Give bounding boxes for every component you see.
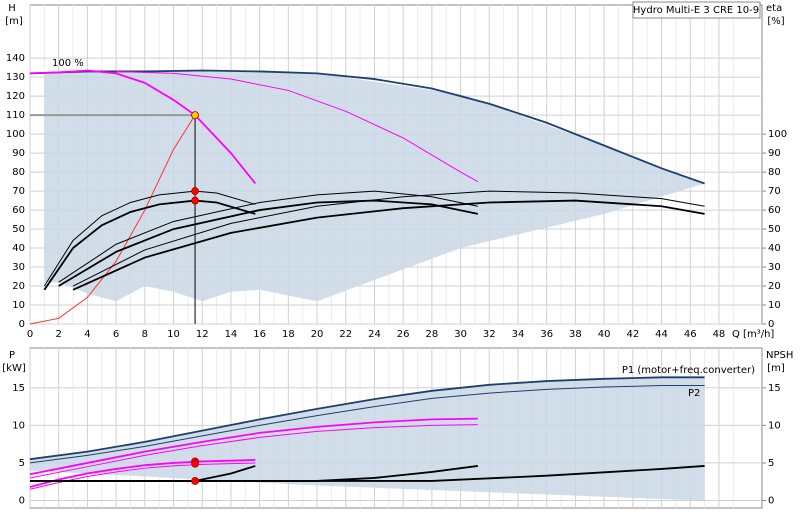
operating-region	[30, 377, 705, 501]
x-tick-label: 2	[56, 329, 62, 340]
y2-tick-label: 90	[768, 148, 781, 159]
x-tick-label: 18	[282, 329, 295, 340]
y2-tick-label: 50	[768, 224, 781, 235]
y-tick-label: 130	[6, 72, 25, 83]
x-tick-label: 16	[253, 329, 266, 340]
x-tick-label: 0	[27, 329, 33, 340]
y-tick-label: 30	[12, 262, 25, 273]
y-tick-label: 0	[19, 319, 25, 330]
curve	[29, 424, 478, 479]
x-tick-label: 42	[626, 329, 639, 340]
operating-point	[191, 459, 199, 468]
y-tick-label: 40	[12, 243, 25, 254]
y2-axis-label: eta	[766, 3, 782, 14]
x-axis-label: Q [m³/h]	[732, 329, 774, 340]
y-tick-label: 140	[6, 53, 25, 64]
x-tick-label: 12	[196, 329, 209, 340]
x-tick-label: 48	[713, 329, 726, 340]
curve	[29, 114, 196, 325]
y2-axis-label: NPSH	[766, 350, 793, 361]
curve	[29, 69, 705, 185]
x-tick-label: 8	[142, 329, 148, 340]
y-axis-unit: [kW]	[2, 363, 26, 374]
curve	[72, 199, 705, 291]
y2-tick-label: 5	[768, 458, 774, 469]
y2-tick-label: 10	[768, 300, 781, 311]
x-tick-label: 24	[368, 329, 381, 340]
curve	[72, 190, 705, 287]
curve	[29, 459, 256, 488]
x-tick-label: 28	[426, 329, 439, 340]
x-tick-label: 4	[84, 329, 90, 340]
y2-axis-unit: [%]	[767, 16, 784, 27]
y-axis-label: H	[8, 3, 16, 14]
chart-title: Hydro Multi-E 3 CRE 10-9	[633, 5, 759, 16]
curve	[30, 465, 705, 482]
y-axis-unit: [m]	[5, 16, 23, 27]
y-axis-label: P	[9, 350, 15, 361]
x-tick-label: 34	[512, 329, 525, 340]
x-tick-label: 40	[598, 329, 611, 340]
y2-tick-label: 100	[768, 129, 787, 140]
curve	[29, 69, 257, 185]
curve	[43, 199, 256, 291]
curve	[29, 376, 705, 461]
operating-region	[44, 70, 705, 302]
y2-tick-label: 30	[768, 262, 781, 273]
operating-point	[191, 477, 199, 485]
y2-axis-unit: [m]	[767, 363, 785, 374]
x-tick-label: 44	[655, 329, 668, 340]
y-tick-label: 60	[12, 205, 25, 216]
x-tick-label: 46	[684, 329, 697, 340]
y-tick-label: 120	[6, 91, 25, 102]
curve	[116, 70, 479, 183]
x-tick-label: 30	[454, 329, 467, 340]
y-tick-label: 20	[12, 281, 25, 292]
annotation: P2	[688, 388, 700, 399]
curve	[43, 190, 256, 287]
y-tick-label: 5	[19, 458, 25, 469]
y-tick-label: 110	[6, 110, 25, 121]
y2-tick-label: 10	[768, 420, 781, 431]
y-tick-label: 70	[12, 186, 25, 197]
y2-tick-label: 80	[768, 167, 781, 178]
y2-tick-label: 70	[768, 186, 781, 197]
x-tick-label: 10	[167, 329, 180, 340]
y2-tick-label: 20	[768, 281, 781, 292]
y-tick-label: 10	[12, 420, 25, 431]
operating-point	[191, 111, 199, 120]
y2-tick-label: 40	[768, 243, 781, 254]
y2-tick-label: 15	[768, 383, 781, 394]
y-tick-label: 50	[12, 224, 25, 235]
x-tick-label: 26	[397, 329, 410, 340]
y-tick-label: 80	[12, 167, 25, 178]
operating-point	[191, 196, 199, 205]
x-tick-label: 6	[113, 329, 119, 340]
curve	[58, 199, 478, 287]
operating-point	[191, 187, 199, 195]
y2-tick-label: 0	[768, 319, 774, 330]
y2-tick-label: 0	[768, 495, 774, 506]
x-tick-label: 14	[225, 329, 238, 340]
y-tick-label: 10	[12, 300, 25, 311]
x-tick-label: 32	[483, 329, 496, 340]
curve	[29, 417, 478, 476]
annotation: P1 (motor+freq.converter)	[622, 365, 755, 376]
y2-tick-label: 60	[768, 205, 781, 216]
y-tick-label: 90	[12, 148, 25, 159]
curve	[29, 385, 705, 464]
y-tick-label: 0	[19, 495, 25, 506]
annotation: 100 %	[52, 58, 84, 69]
y-tick-label: 100	[6, 129, 25, 140]
y-tick-label: 15	[12, 383, 25, 394]
x-tick-label: 36	[540, 329, 553, 340]
x-tick-label: 20	[311, 329, 324, 340]
x-tick-label: 38	[569, 329, 582, 340]
x-tick-label: 22	[339, 329, 352, 340]
title-box	[632, 1, 761, 19]
